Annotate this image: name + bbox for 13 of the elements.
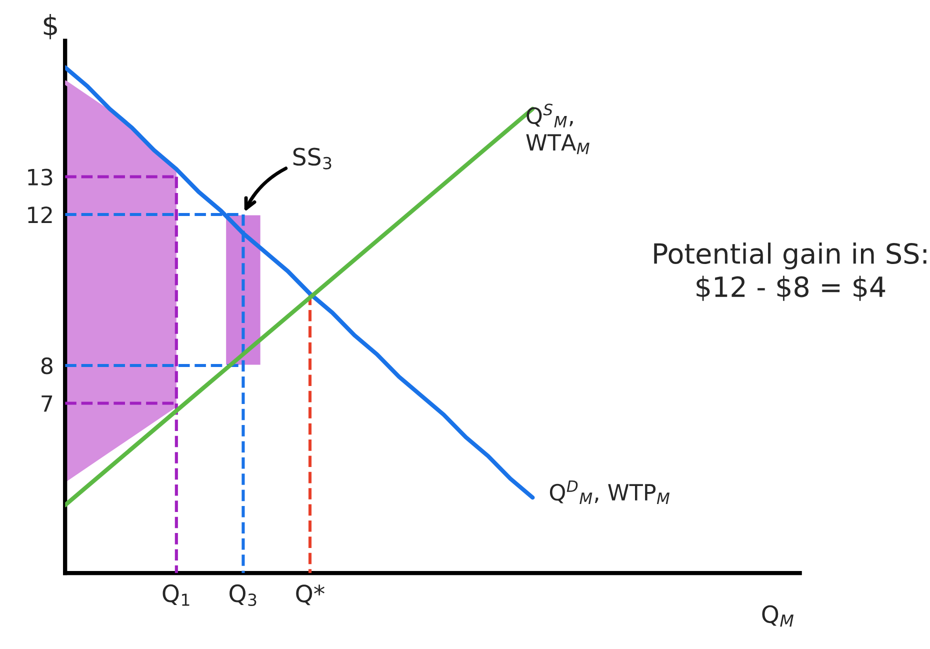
x-axis-title: Q$_{M}$ (762, 605, 794, 627)
x-tick-label: Q$_{3}$ (230, 584, 256, 606)
y-axis-title: $ (44, 14, 57, 40)
annotation: SS$_{3}$ (293, 148, 332, 170)
x-tick-label: Q* (296, 584, 324, 606)
annotation: Q$^{D}$$_{M}$, WTP$_{M}$ (550, 480, 670, 504)
y-tick-label: 7 (42, 395, 52, 412)
annotation: Potential gain in SS: $12 - $8 = $4 (654, 242, 926, 301)
annotation: Q$^{S}$$_{M}$, WTA$_{M}$ (526, 104, 590, 154)
y-tick-label: 13 (28, 168, 52, 186)
x-tick-label: Q$_{1}$ (162, 584, 190, 606)
y-tick-label: 8 (41, 357, 52, 374)
y-tick-label: 12 (28, 206, 52, 223)
